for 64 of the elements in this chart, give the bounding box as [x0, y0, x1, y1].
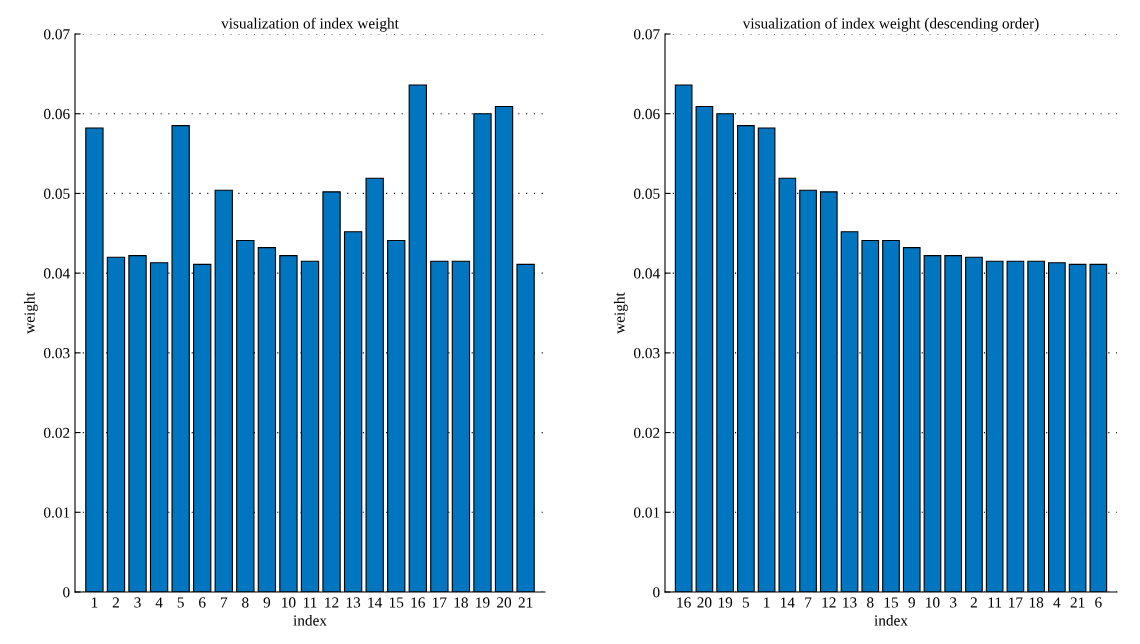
x-tick-label: 6: [1095, 597, 1102, 608]
y-tick-label: 0.07: [43, 29, 70, 40]
x-tick-label: 13: [346, 597, 361, 608]
x-tick-label: 16: [677, 597, 691, 608]
x-tick-label: 2: [112, 597, 119, 608]
x-tick-label: 14: [781, 597, 795, 608]
x-tick-label: 8: [242, 597, 249, 608]
x-tick-label: 5: [177, 597, 184, 608]
x-tick-label: 12: [325, 597, 339, 608]
x-tick-label: 12: [822, 597, 836, 608]
x-tick-label: 5: [742, 597, 750, 608]
x-tick-label: 14: [368, 597, 383, 608]
y-tick-label: 0.06: [43, 108, 70, 120]
x-tick-label: 11: [303, 597, 317, 608]
x-tick-label: 15: [884, 597, 899, 608]
x-tick-label: 21: [1070, 597, 1085, 608]
y-tick-label: 0.06: [633, 108, 660, 120]
y-axis-title: weight: [613, 292, 628, 334]
chart-title: visualization of index weight: [221, 17, 399, 32]
y-tick-label: 0.07: [633, 29, 660, 40]
x-tick-label: 10: [282, 597, 296, 608]
x-tick-label: 1: [764, 597, 770, 608]
y-tick-label: 0: [63, 587, 70, 598]
x-tick-label: 7: [805, 597, 812, 608]
x-axis-title: index: [293, 614, 327, 626]
y-tick-label: 0.02: [633, 427, 660, 439]
x-tick-label: 13: [843, 597, 857, 608]
x-tick-label: 3: [950, 597, 957, 608]
y-tick-label: 0.02: [43, 427, 70, 439]
x-tick-label: 20: [497, 597, 512, 608]
x-tick-label: 16: [411, 597, 425, 608]
y-tick-label: 0.03: [633, 348, 660, 359]
y-tick-label: 0.05: [633, 188, 660, 199]
x-tick-label: 4: [1053, 597, 1061, 608]
y-tick-label: 0.01: [633, 507, 660, 518]
x-tick-label: 9: [908, 597, 915, 608]
x-tick-label: 19: [476, 597, 490, 608]
x-tick-label: 4: [155, 597, 163, 608]
x-tick-label: 6: [199, 597, 206, 608]
x-tick-label: 7: [220, 597, 228, 608]
y-tick-label: 0.04: [633, 268, 660, 279]
x-tick-label: 17: [433, 597, 447, 608]
x-tick-label: 3: [134, 597, 141, 608]
x-tick-label: 15: [389, 597, 404, 608]
x-tick-label: 21: [518, 597, 533, 608]
x-tick-label: 18: [1029, 597, 1044, 608]
x-tick-label: 19: [718, 597, 733, 608]
y-tick-label: 0: [653, 587, 660, 598]
y-tick-label: 0.03: [43, 348, 70, 359]
x-tick-label: 2: [970, 597, 977, 608]
x-tick-label: 1: [91, 597, 98, 608]
x-tick-label: 10: [926, 597, 940, 608]
x-tick-label: 20: [697, 597, 712, 608]
x-axis-title: index: [874, 614, 908, 626]
x-tick-label: 8: [867, 597, 874, 608]
y-tick-label: 0.04: [43, 268, 70, 279]
x-tick-label: 17: [1009, 597, 1023, 608]
x-tick-label: 9: [263, 597, 271, 608]
y-axis-title: weight: [23, 292, 38, 334]
x-tick-label: 18: [454, 597, 468, 608]
chart-title: visualization of index weight (descending order): [742, 17, 1039, 32]
x-tick-label: 11: [988, 597, 1002, 608]
y-tick-label: 0.05: [43, 188, 70, 199]
y-tick-label: 0.01: [43, 507, 70, 518]
